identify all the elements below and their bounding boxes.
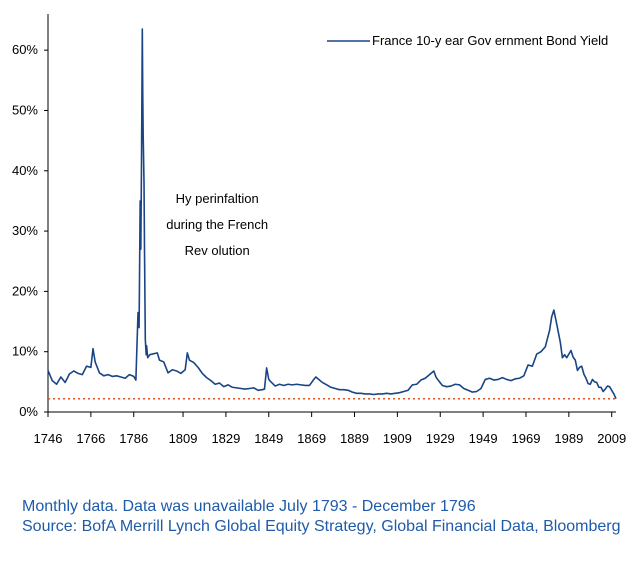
- footnote-source: Source: BofA Merrill Lynch Global Equity…: [22, 518, 621, 535]
- x-tick-label: 1929: [426, 431, 455, 446]
- annotation-line: Hy perinfaltion: [176, 191, 259, 206]
- x-tick-label: 2009: [597, 431, 626, 446]
- legend: France 10-y ear Gov ernment Bond Yield: [327, 33, 608, 48]
- y-axis: 0% 10% 20% 30% 40% 50% 60%: [12, 42, 48, 419]
- y-tick-label: 10%: [12, 344, 38, 359]
- x-tick-label: 1989: [554, 431, 583, 446]
- legend-label: France 10-y ear Gov ernment Bond Yield: [372, 33, 608, 48]
- x-tick-label: 1889: [340, 431, 369, 446]
- hyperinflation-annotation: Hy perinfaltion during the French Rev olut…: [166, 191, 268, 258]
- footnote-data-note: Monthly data. Data was unavailable July …: [22, 498, 476, 515]
- x-tick-label: 1829: [211, 431, 240, 446]
- x-tick-label: 1969: [512, 431, 541, 446]
- x-tick-label: 1809: [169, 431, 198, 446]
- x-tick-label: 1746: [34, 431, 63, 446]
- annotation-line: during the French: [166, 217, 268, 232]
- y-tick-label: 20%: [12, 283, 38, 298]
- y-tick-label: 60%: [12, 42, 38, 57]
- footnote: Monthly data. Data was unavailable July …: [22, 497, 632, 537]
- y-tick-label: 0%: [19, 404, 38, 419]
- series-line: [47, 28, 617, 400]
- x-tick-label: 1869: [297, 431, 326, 446]
- x-tick-label: 1766: [76, 431, 105, 446]
- y-tick-label: 30%: [12, 223, 38, 238]
- x-tick-label: 1849: [254, 431, 283, 446]
- x-tick-label: 1786: [119, 431, 148, 446]
- annotation-line: Rev olution: [185, 243, 250, 258]
- y-tick-label: 50%: [12, 102, 38, 117]
- y-tick-label: 40%: [12, 163, 38, 178]
- x-axis: 1746 1766 1786 1809 1829 1849 1869 1889 1909 1929…: [34, 412, 626, 446]
- x-tick-label: 1909: [383, 431, 412, 446]
- plot-area: [47, 14, 616, 413]
- bond-yield-chart: 0% 10% 20% 30% 40% 50% 60% 1746 1766 1786 1809 182…: [12, 14, 626, 446]
- x-tick-label: 1949: [469, 431, 498, 446]
